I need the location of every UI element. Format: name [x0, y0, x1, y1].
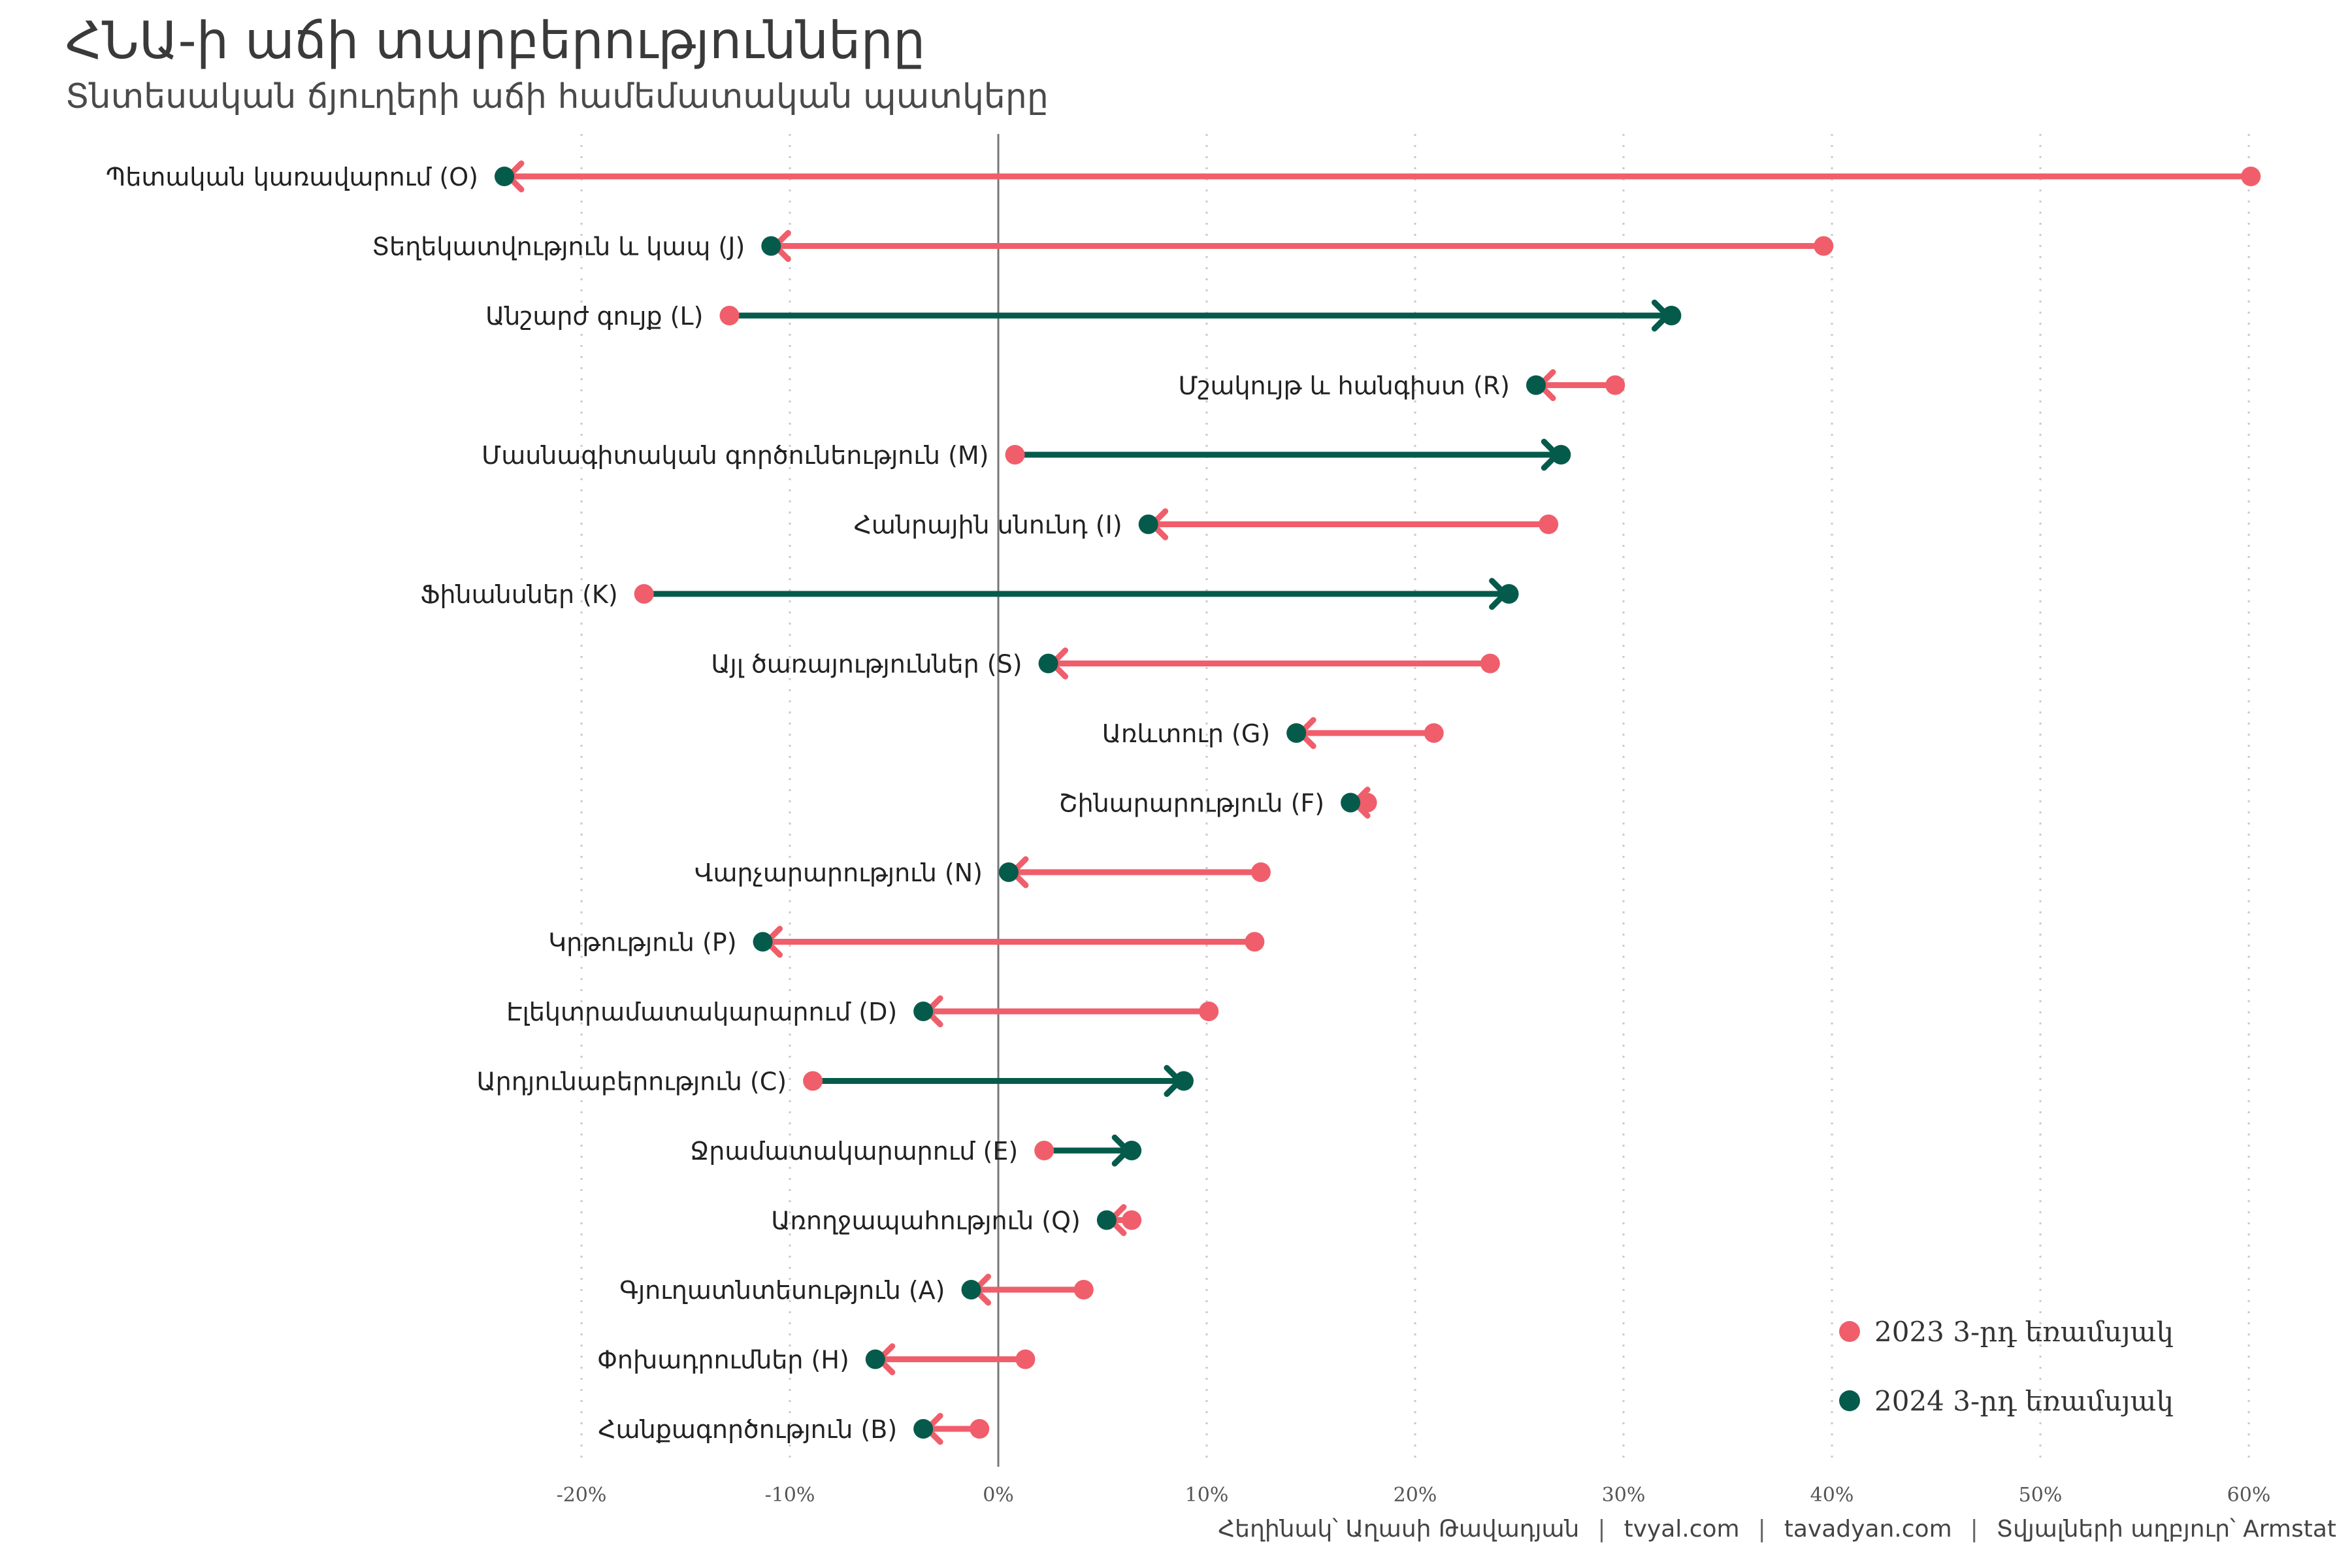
point-2024: [1551, 445, 1571, 465]
point-2024: [913, 1419, 934, 1439]
point-2024: [1526, 375, 1546, 395]
point-2023: [1814, 236, 1834, 256]
category-label: Պետական կառավարում (O): [106, 163, 478, 191]
x-tick-label: 50%: [2019, 1484, 2063, 1507]
caption-source: Տվյալների աղբյուր՝ Armstat: [1996, 1516, 2336, 1543]
point-2023: [719, 306, 740, 325]
legend-item-2023: 2023 3-րդ եռամսյակ: [1839, 1297, 2174, 1366]
category-label: Այլ ծառայություններ (S): [711, 650, 1022, 679]
category-label: Հանրային սնունդ (I): [854, 511, 1122, 540]
point-2023: [1250, 862, 1271, 882]
x-tick-label: -10%: [765, 1484, 815, 1507]
category-label: Տեղեկատվություն և կապ (J): [372, 233, 745, 261]
point-2023: [1245, 932, 1265, 952]
point-2024: [913, 1002, 934, 1021]
point-2024: [1122, 1141, 1142, 1160]
x-tick-label: 40%: [1810, 1484, 1854, 1507]
point-2024: [494, 167, 514, 186]
x-tick-label: 60%: [2227, 1484, 2271, 1507]
point-2024: [1286, 723, 1307, 743]
category-label: Կրթություն (P): [548, 928, 736, 957]
point-2024: [961, 1280, 981, 1299]
point-2023: [970, 1419, 990, 1439]
category-label: Անշարժ գույք (L): [485, 302, 703, 331]
point-2023: [1480, 653, 1500, 674]
point-2024: [1038, 653, 1058, 674]
point-2023: [2241, 167, 2261, 186]
point-2024: [761, 236, 781, 256]
x-tick-label: 10%: [1185, 1484, 1229, 1507]
category-label: Մասնագիտական գործունեություն (M): [482, 441, 988, 470]
caption: Հեղինակ՝ Աղասի Թավադյան | tvyal.com | ta…: [1218, 1516, 2336, 1543]
point-2024: [998, 862, 1019, 882]
point-2023: [1122, 1210, 1142, 1230]
point-2023: [1015, 1349, 1036, 1369]
x-tick-label: 0%: [983, 1484, 1014, 1507]
category-label: Հանքագործություն (B): [598, 1415, 897, 1444]
point-2023: [1357, 792, 1377, 813]
point-2023: [1073, 1280, 1094, 1299]
category-label: Առևտուր (G): [1102, 719, 1270, 748]
caption-separator: |: [1757, 1516, 1766, 1543]
point-2024: [1499, 584, 1519, 604]
point-2024: [865, 1349, 885, 1369]
point-2023: [1539, 514, 1559, 534]
legend: 2023 3-րդ եռամսյակ 2024 3-րդ եռամսյակ: [1839, 1297, 2174, 1435]
category-label: Գյուղատնտեսություն (A): [619, 1276, 945, 1305]
legend-dot-2023: [1839, 1321, 1860, 1342]
point-2024: [1173, 1071, 1194, 1091]
caption-site-2: tavadyan.com: [1784, 1516, 1952, 1543]
category-label: Էլեկտրամատակարարում (D): [506, 998, 897, 1026]
legend-label-2024: 2024 3-րդ եռամսյակ: [1874, 1384, 2174, 1417]
point-2023: [1605, 375, 1625, 395]
category-label: Մշակույթ և հանգիստ (R): [1178, 372, 1510, 400]
point-2024: [1661, 306, 1682, 325]
legend-item-2024: 2024 3-րդ եռամսյակ: [1839, 1366, 2174, 1435]
legend-label-2023: 2023 3-րդ եռամսյակ: [1874, 1315, 2174, 1348]
x-tick-label: 30%: [1602, 1484, 1646, 1507]
chart-subtitle: Տնտեսական ճյուղերի աճի համեմատական պատկե…: [65, 77, 1049, 116]
category-label: Վարչարարություն (N): [694, 858, 983, 887]
category-label: Առողջապահություն (Q): [771, 1207, 1081, 1235]
point-2023: [1199, 1002, 1219, 1021]
caption-site-1: tvyal.com: [1624, 1516, 1740, 1543]
caption-separator: |: [1970, 1516, 1978, 1543]
category-label: Փոխադրումներ (H): [597, 1346, 849, 1375]
point-2024: [1096, 1210, 1117, 1230]
x-tick-label: -20%: [557, 1484, 607, 1507]
point-2024: [753, 932, 773, 952]
caption-author: Հեղինակ՝ Աղասի Թավադյան: [1218, 1516, 1580, 1543]
category-label: Ֆինանսներ (K): [420, 580, 617, 609]
caption-separator: |: [1597, 1516, 1606, 1543]
chart-title: ՀՆԱ-ի աճի տարբերությունները: [65, 12, 926, 71]
point-2023: [1424, 723, 1444, 743]
point-2023: [634, 584, 654, 604]
point-2023: [1005, 445, 1025, 465]
point-2024: [1341, 792, 1361, 813]
category-label: Ջրամատակարարում (E): [690, 1137, 1018, 1166]
x-tick-label: 20%: [1394, 1484, 1437, 1507]
category-label: Արդյունաբերություն (C): [477, 1068, 787, 1096]
point-2023: [803, 1071, 823, 1091]
category-label: Շինարարություն (F): [1059, 789, 1324, 818]
legend-dot-2024: [1839, 1390, 1860, 1411]
point-2023: [1034, 1141, 1054, 1160]
point-2024: [1138, 514, 1158, 534]
